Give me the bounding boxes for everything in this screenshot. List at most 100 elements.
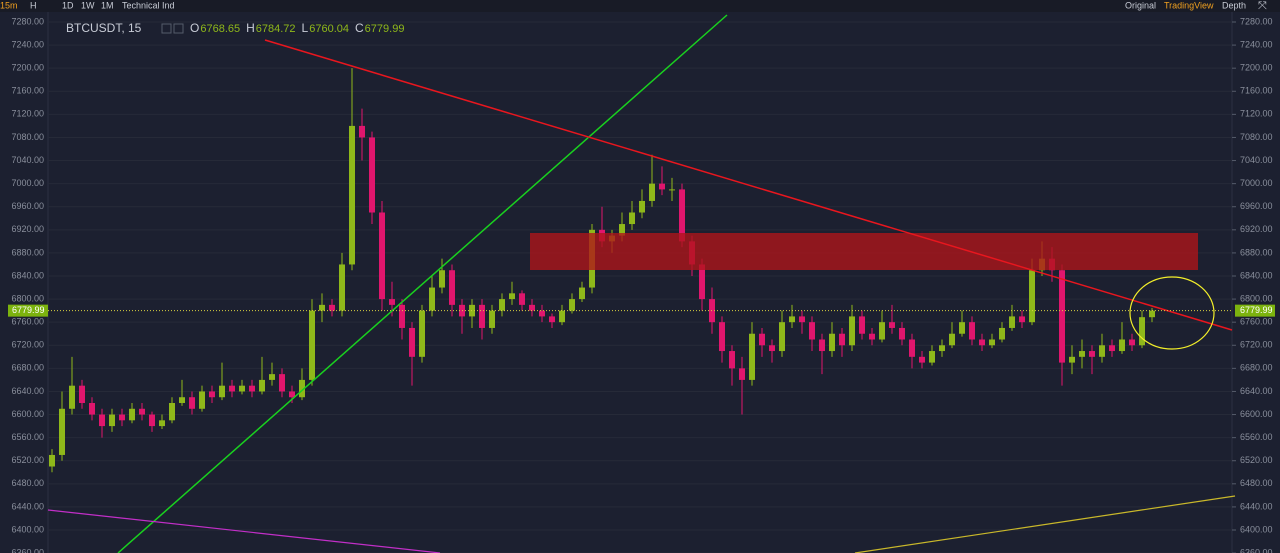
candle-body	[369, 137, 375, 213]
price-tag-label: 6779.99	[12, 305, 45, 315]
symbol-title: BTCUSDT, 15	[66, 21, 142, 35]
y-tick-label: 7160.00	[11, 86, 44, 96]
y-tick-label: 7080.00	[11, 132, 44, 142]
resistance-zone	[530, 233, 1198, 270]
candle-body	[699, 264, 705, 300]
candle-body	[679, 189, 685, 242]
fullscreen-icon[interactable]: ⤧	[1258, 0, 1267, 12]
y-tick-label: 7240.00	[11, 39, 44, 49]
candle-body	[559, 310, 565, 323]
y-tick-label: 6720.00	[11, 340, 44, 350]
y-tick-label: 6480.00	[1240, 478, 1273, 488]
candle-body	[1009, 316, 1015, 328]
price-tag-label: 6779.99	[1240, 305, 1273, 315]
candle-body	[79, 385, 85, 403]
y-tick-label: 6640.00	[11, 386, 44, 396]
y-tick-label: 6440.00	[1240, 501, 1273, 511]
candles	[49, 68, 1155, 473]
candle-body	[899, 327, 905, 340]
y-tick-label: 7120.00	[1240, 109, 1273, 119]
candle-body	[49, 454, 55, 467]
y-tick-label: 7000.00	[11, 178, 44, 188]
candle-body	[819, 339, 825, 352]
candle-body	[69, 385, 75, 409]
y-tick-label: 6480.00	[11, 478, 44, 488]
y-tick-label: 6720.00	[1240, 340, 1273, 350]
y-tick-label: 6440.00	[11, 501, 44, 511]
y-tick-label: 7000.00	[1240, 178, 1273, 188]
y-tick-label: 6360.00	[11, 547, 44, 553]
view-button[interactable]: TradingView	[1164, 0, 1214, 10]
range-button[interactable]: 1D	[62, 0, 74, 10]
y-tick-label: 7280.00	[1240, 16, 1273, 26]
candle-body	[979, 339, 985, 346]
candle-body	[169, 403, 175, 421]
candle-body	[1149, 310, 1155, 318]
candle-body	[229, 385, 235, 392]
candle-body	[1109, 345, 1115, 352]
candle-body	[1019, 316, 1025, 323]
candle-body	[759, 333, 765, 346]
y-tick-label: 7200.00	[11, 63, 44, 73]
y-tick-label: 6760.00	[11, 317, 44, 327]
ohlc-legend: O 6768.65 H 6784.72 L 6760.04 C 6779.99	[190, 21, 404, 35]
candle-body	[1029, 270, 1035, 323]
candle-body	[499, 299, 505, 311]
candle-body	[129, 408, 135, 421]
y-tick-label: 6520.00	[1240, 455, 1273, 465]
ohlc-value: 6768.65	[200, 23, 240, 35]
candle-body	[339, 264, 345, 311]
y-tick-label: 7160.00	[1240, 86, 1273, 96]
chart-type-button[interactable]: H	[30, 0, 37, 10]
candle-body	[649, 183, 655, 201]
y-tick-label: 6760.00	[1240, 317, 1273, 327]
candle-body	[809, 322, 815, 340]
settings-icon[interactable]	[161, 23, 172, 34]
close-icon[interactable]	[173, 23, 184, 34]
candle-body	[569, 299, 575, 311]
y-tick-label: 7120.00	[11, 109, 44, 119]
candle-body	[1079, 351, 1085, 357]
indicators-button[interactable]: Technical Ind	[122, 0, 175, 10]
price-tag	[1235, 304, 1275, 317]
candle-body	[579, 287, 585, 300]
range-button[interactable]: 1W	[81, 0, 95, 10]
range-button[interactable]: 1M	[101, 0, 114, 10]
candle-body	[329, 304, 335, 311]
candle-body	[1069, 356, 1075, 363]
candle-body	[969, 322, 975, 340]
candle-body	[509, 293, 515, 300]
y-tick-label: 6680.00	[1240, 363, 1273, 373]
candle-body	[939, 345, 945, 352]
y-tick-label: 6400.00	[11, 524, 44, 534]
y-tick-label: 6960.00	[11, 201, 44, 211]
candle-body	[779, 322, 785, 352]
y-tick-label: 6360.00	[1240, 547, 1273, 553]
view-button[interactable]: Original	[1125, 0, 1156, 10]
candle-body	[399, 304, 405, 328]
candle-body	[269, 374, 275, 380]
candle-body	[739, 368, 745, 380]
candle-body	[199, 391, 205, 409]
ohlc-value: 6784.72	[256, 23, 296, 35]
interval-button[interactable]: 15m	[0, 0, 18, 10]
candle-body	[749, 333, 755, 380]
candle-body	[1089, 351, 1095, 357]
y-tick-label: 6880.00	[11, 247, 44, 257]
candle-body	[929, 351, 935, 363]
ohlc-key: O	[190, 21, 199, 35]
highlight-ellipse	[1129, 276, 1215, 350]
candle-body	[419, 310, 425, 357]
view-button[interactable]: Depth	[1222, 0, 1246, 10]
candle-body	[889, 322, 895, 328]
y-tick-label: 6400.00	[1240, 524, 1273, 534]
toolbar	[0, 0, 1280, 12]
candle-body	[139, 408, 145, 415]
candle-body	[869, 333, 875, 340]
candle-body	[659, 183, 665, 190]
candle-body	[259, 379, 265, 392]
candle-body	[719, 322, 725, 352]
candle-body	[59, 408, 65, 455]
y-tick-label: 6840.00	[11, 270, 44, 280]
